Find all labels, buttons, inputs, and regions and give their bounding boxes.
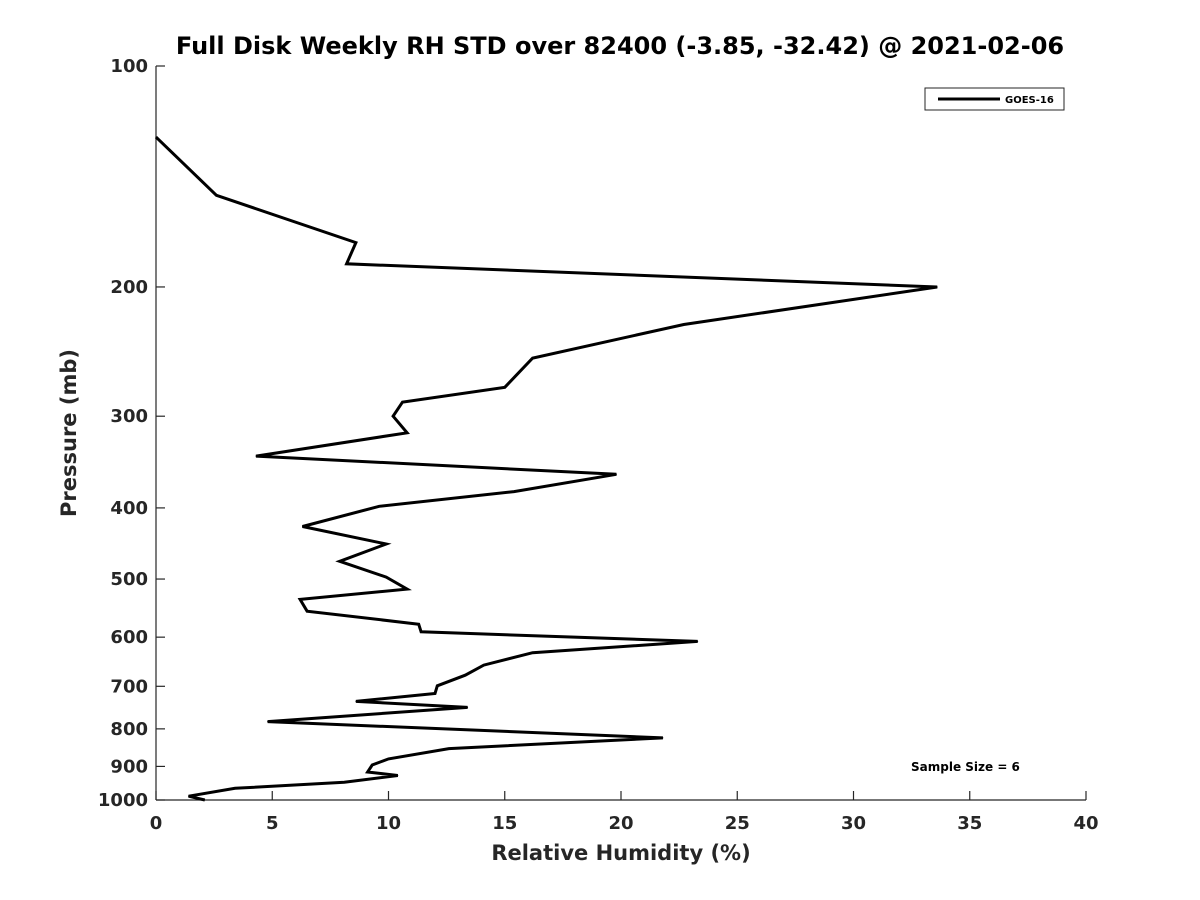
y-tick-label: 100 (110, 56, 148, 77)
series-point (355, 242, 357, 244)
series-point (385, 576, 387, 578)
series-point (388, 758, 389, 760)
x-tick-label: 30 (841, 813, 866, 834)
series-point (155, 136, 157, 138)
series-point (397, 775, 399, 776)
series-point (406, 588, 408, 590)
y-tick-label: 500 (110, 569, 148, 590)
series-point (448, 748, 450, 750)
series-point (406, 432, 408, 434)
legend-label: GOES-16 (1005, 95, 1054, 106)
x-tick-label: 5 (266, 813, 279, 834)
series-point (339, 560, 341, 562)
series-point (434, 693, 436, 694)
series-point (936, 286, 938, 288)
x-tick-label: 10 (376, 813, 401, 834)
series-point (402, 401, 403, 403)
axes (155, 66, 1086, 801)
series-point (683, 324, 685, 325)
chart-title: Full Disk Weekly RH STD over 82400 (-3.8… (176, 32, 1064, 60)
y-axis-label: Pressure (mb) (57, 349, 81, 517)
series-point (234, 787, 236, 789)
series-line (154, 136, 938, 802)
series-point (188, 795, 190, 797)
x-axis-label: Relative Humidity (%) (491, 841, 750, 865)
series-point (483, 664, 485, 666)
x-tick-label: 20 (608, 813, 633, 834)
series-point (513, 491, 515, 493)
y-tick-label: 600 (110, 627, 148, 648)
series-point (204, 799, 206, 801)
series-point (371, 764, 373, 766)
series-point (615, 473, 617, 475)
series-point (378, 505, 380, 507)
series-point (302, 526, 303, 527)
series-point (532, 357, 534, 359)
series-point (255, 455, 257, 457)
series-point (420, 631, 422, 633)
x-ticks: 0 5 10 15 20 25 30 35 40 (150, 791, 1099, 834)
series-point (367, 771, 369, 773)
series-point (346, 263, 348, 265)
y-tick-label: 400 (110, 498, 148, 519)
series-point (355, 700, 357, 702)
x-tick-label: 0 (150, 813, 163, 834)
series-point (385, 543, 387, 545)
series-point (267, 721, 269, 723)
series-point (306, 610, 308, 612)
series-point (418, 623, 420, 625)
y-ticks: 100 200 300 400 500 600 700 800 900 1000 (98, 56, 165, 811)
series-point (532, 652, 534, 654)
series-point (215, 194, 217, 196)
x-tick-label: 35 (957, 813, 982, 834)
series-point (697, 640, 699, 642)
y-tick-label: 1000 (98, 790, 148, 811)
series-point (504, 386, 506, 388)
y-tick-label: 800 (110, 719, 148, 740)
series-point (299, 598, 301, 600)
series-point (467, 706, 469, 708)
x-tick-label: 15 (492, 813, 517, 834)
series-point (436, 685, 438, 687)
y-tick-label: 300 (110, 406, 148, 427)
series-point (392, 415, 394, 417)
y-tick-label: 900 (110, 756, 148, 777)
series-group (154, 136, 938, 802)
x-tick-label: 25 (725, 813, 750, 834)
y-tick-label: 700 (110, 676, 148, 697)
sample-size-annotation: Sample Size = 6 (911, 760, 1020, 774)
y-tick-label: 200 (110, 277, 148, 298)
legend: GOES-16 (924, 87, 1065, 111)
series-point (343, 781, 345, 783)
x-tick-label: 40 (1073, 813, 1098, 834)
series-point (662, 737, 664, 739)
series-point (464, 674, 466, 676)
